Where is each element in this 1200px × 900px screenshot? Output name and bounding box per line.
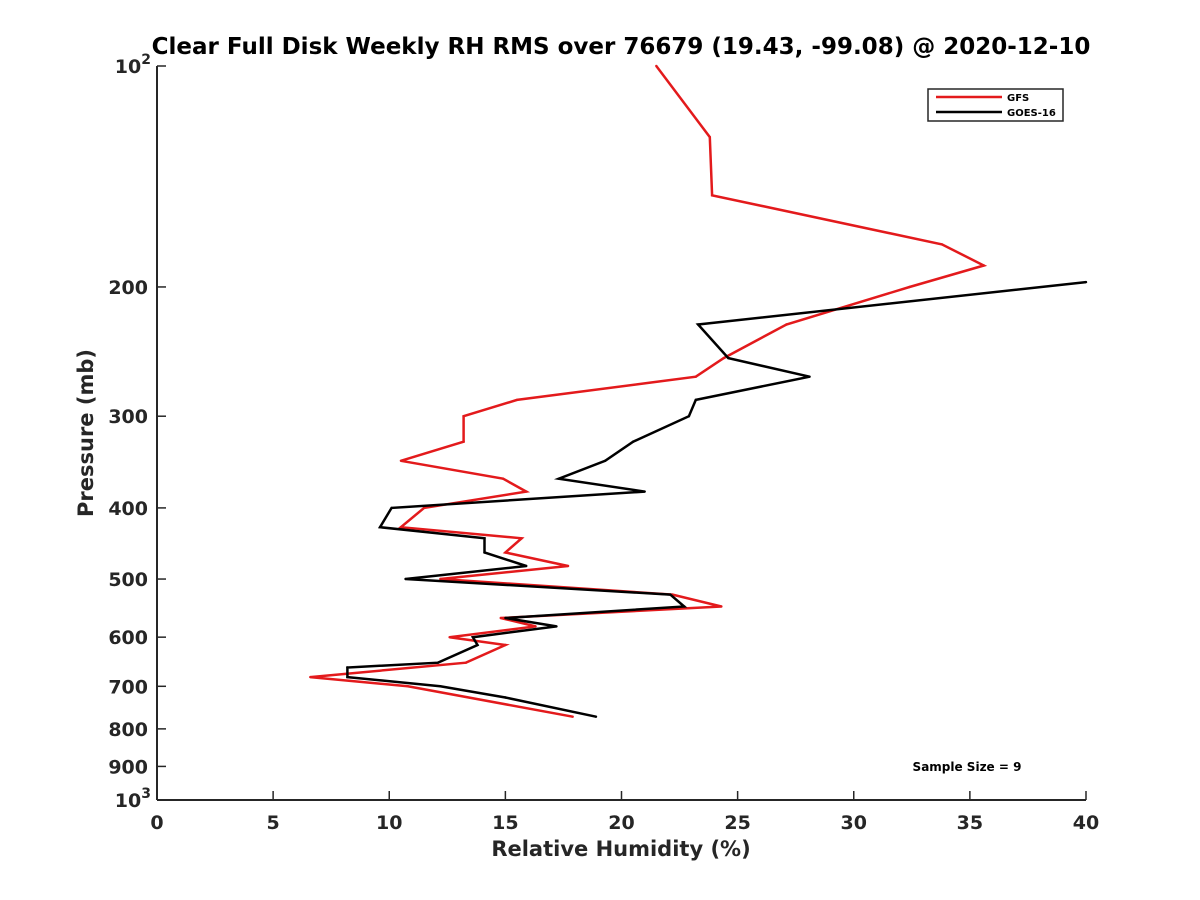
x-tick-label: 5: [267, 812, 280, 834]
data-point-gfs-11: [462, 440, 465, 443]
y-tick-label: 102: [115, 52, 151, 78]
x-tick-label: 35: [957, 812, 983, 834]
x-tick-label: 25: [724, 812, 750, 834]
x-tick-label: 20: [608, 812, 634, 834]
x-tick-label: 40: [1073, 812, 1099, 834]
data-point-goes-16-11: [378, 526, 382, 529]
data-point-gfs-24: [534, 625, 537, 628]
data-point-gfs-0: [655, 64, 658, 68]
data-point-goes-16-26: [504, 696, 507, 699]
data-point-gfs-28: [309, 675, 312, 679]
data-point-goes-16-22: [436, 661, 440, 664]
data-point-gfs-17: [520, 537, 523, 540]
data-point-goes-16-8: [557, 477, 560, 480]
data-point-gfs-12: [399, 459, 403, 462]
data-point-gfs-29: [406, 685, 409, 688]
legend-label-goes-16: GOES-16: [1007, 108, 1056, 119]
data-point-goes-16-12: [483, 537, 486, 540]
data-point-goes-16-3: [808, 375, 811, 378]
data-point-goes-16-0: [1084, 280, 1088, 284]
legend-box: [927, 88, 1064, 122]
data-point-goes-16-5: [687, 415, 691, 418]
data-point-gfs-8: [694, 375, 697, 378]
x-axis-label: Relative Humidity (%): [491, 837, 750, 861]
data-point-gfs-27: [464, 661, 468, 664]
series-line-goes-16: [346, 280, 1087, 718]
data-point-goes-16-20: [471, 636, 475, 639]
data-point-goes-16-7: [604, 459, 607, 462]
data-point-goes-16-15: [404, 577, 407, 581]
data-point-goes-16-1: [696, 323, 700, 326]
data-point-gfs-16: [399, 526, 403, 529]
data-point-gfs-26: [504, 643, 507, 647]
y-tick-label: 300: [108, 406, 148, 428]
legend-label-gfs: GFS: [1007, 93, 1029, 104]
x-tick-label: 15: [492, 812, 518, 834]
data-point-gfs-13: [501, 477, 505, 480]
data-point-goes-16-2: [727, 356, 730, 360]
y-tick-label: 400: [108, 498, 148, 520]
data-point-goes-16-25: [439, 685, 442, 688]
data-point-goes-16-14: [525, 564, 528, 568]
data-point-goes-16-16: [669, 593, 672, 596]
data-point-goes-16-18: [504, 616, 507, 620]
data-point-goes-16-10: [390, 506, 393, 510]
data-point-goes-16-17: [683, 605, 686, 608]
y-tick-label: 103: [115, 786, 151, 812]
data-point-goes-16-13: [483, 551, 486, 554]
data-point-gfs-15: [422, 506, 426, 510]
data-point-gfs-5: [908, 285, 911, 289]
data-point-goes-16-27: [594, 715, 598, 718]
data-point-gfs-9: [515, 398, 519, 402]
data-point-gfs-3: [940, 243, 944, 246]
data-point-goes-16-6: [631, 440, 635, 443]
data-point-gfs-18: [504, 551, 507, 554]
y-tick-label: 900: [108, 756, 148, 778]
y-tick-label: 500: [108, 569, 148, 591]
series-layer: [309, 64, 1088, 718]
data-point-gfs-6: [785, 323, 788, 326]
data-point-goes-16-23: [346, 666, 349, 669]
data-point-gfs-10: [462, 415, 465, 418]
data-point-goes-16-24: [346, 675, 349, 679]
y-tick-label: 200: [108, 277, 148, 299]
data-point-gfs-14: [525, 490, 528, 493]
data-point-gfs-30: [571, 715, 574, 718]
sample-size-annotation: Sample Size = 9: [913, 760, 1022, 774]
data-point-gfs-20: [439, 577, 442, 581]
data-point-gfs-25: [448, 636, 451, 639]
y-tick-label: 600: [108, 627, 148, 649]
x-tick-label: 30: [841, 812, 867, 834]
data-point-gfs-22: [720, 605, 723, 608]
data-point-goes-16-21: [476, 643, 479, 647]
data-point-gfs-2: [710, 194, 714, 197]
x-tick-label: 10: [376, 812, 402, 834]
x-axis-ticks: 0 5 10 15 20 25 30 35 40: [150, 791, 1099, 834]
x-tick-label: 0: [150, 812, 163, 834]
y-axis-label: Pressure (mb): [74, 349, 98, 517]
y-axis-ticks: 102 200 300 400 500 600 700 800 900 103: [108, 52, 166, 812]
data-point-goes-16-19: [555, 625, 558, 628]
y-tick-label: 800: [108, 719, 148, 741]
data-point-gfs-23: [499, 616, 502, 620]
data-point-goes-16-4: [694, 398, 697, 402]
data-point-goes-16-9: [643, 490, 646, 493]
data-point-gfs-4: [982, 264, 985, 267]
legend: GFS GOES-16: [927, 88, 1064, 122]
data-point-gfs-1: [708, 135, 711, 139]
chart-title: Clear Full Disk Weekly RH RMS over 76679…: [152, 34, 1091, 60]
data-point-gfs-19: [566, 564, 570, 568]
data-point-gfs-7: [722, 356, 725, 360]
y-tick-label: 700: [108, 676, 148, 698]
